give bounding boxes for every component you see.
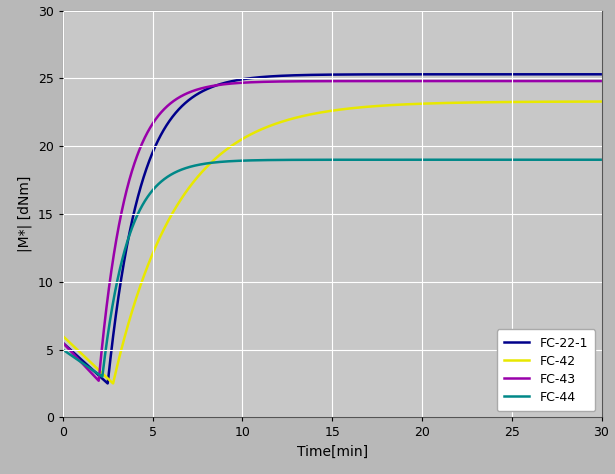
FC-42	[410, 101, 417, 107]
FC-43	[59, 340, 66, 346]
FC-22-1	[104, 381, 111, 386]
FC-43	[95, 378, 102, 383]
FC-43	[410, 78, 417, 84]
FC-42	[109, 381, 117, 386]
FC-42	[461, 100, 469, 105]
FC-44	[59, 347, 66, 353]
FC-42	[265, 123, 272, 129]
FC-44	[265, 157, 272, 163]
FC-43	[383, 78, 390, 84]
Y-axis label: |M*| [dNm]: |M*| [dNm]	[18, 176, 33, 252]
FC-43	[265, 79, 272, 84]
FC-22-1	[59, 340, 66, 346]
FC-44	[598, 157, 605, 163]
FC-22-1	[461, 72, 469, 77]
FC-43	[461, 78, 469, 84]
FC-22-1	[265, 73, 272, 79]
FC-44	[502, 157, 509, 163]
FC-44	[383, 157, 390, 163]
Line: FC-43: FC-43	[63, 81, 601, 381]
FC-44	[461, 157, 469, 163]
Line: FC-44: FC-44	[63, 160, 601, 377]
FC-42	[502, 99, 509, 105]
FC-42	[59, 333, 66, 339]
FC-22-1	[157, 132, 164, 138]
FC-43	[157, 110, 164, 116]
FC-22-1	[410, 72, 417, 77]
FC-43	[502, 78, 509, 84]
X-axis label: Time[min]: Time[min]	[296, 445, 368, 459]
FC-22-1	[502, 72, 509, 77]
FC-42	[157, 233, 164, 238]
FC-44	[157, 179, 164, 185]
FC-44	[410, 157, 417, 163]
Line: FC-22-1: FC-22-1	[63, 74, 601, 383]
FC-44	[98, 374, 106, 380]
FC-43	[598, 78, 605, 84]
Legend: FC-22-1, FC-42, FC-43, FC-44: FC-22-1, FC-42, FC-43, FC-44	[497, 329, 595, 411]
FC-22-1	[598, 72, 605, 77]
Line: FC-42: FC-42	[63, 101, 601, 383]
FC-22-1	[383, 72, 390, 77]
FC-42	[383, 102, 390, 108]
FC-42	[598, 99, 605, 104]
